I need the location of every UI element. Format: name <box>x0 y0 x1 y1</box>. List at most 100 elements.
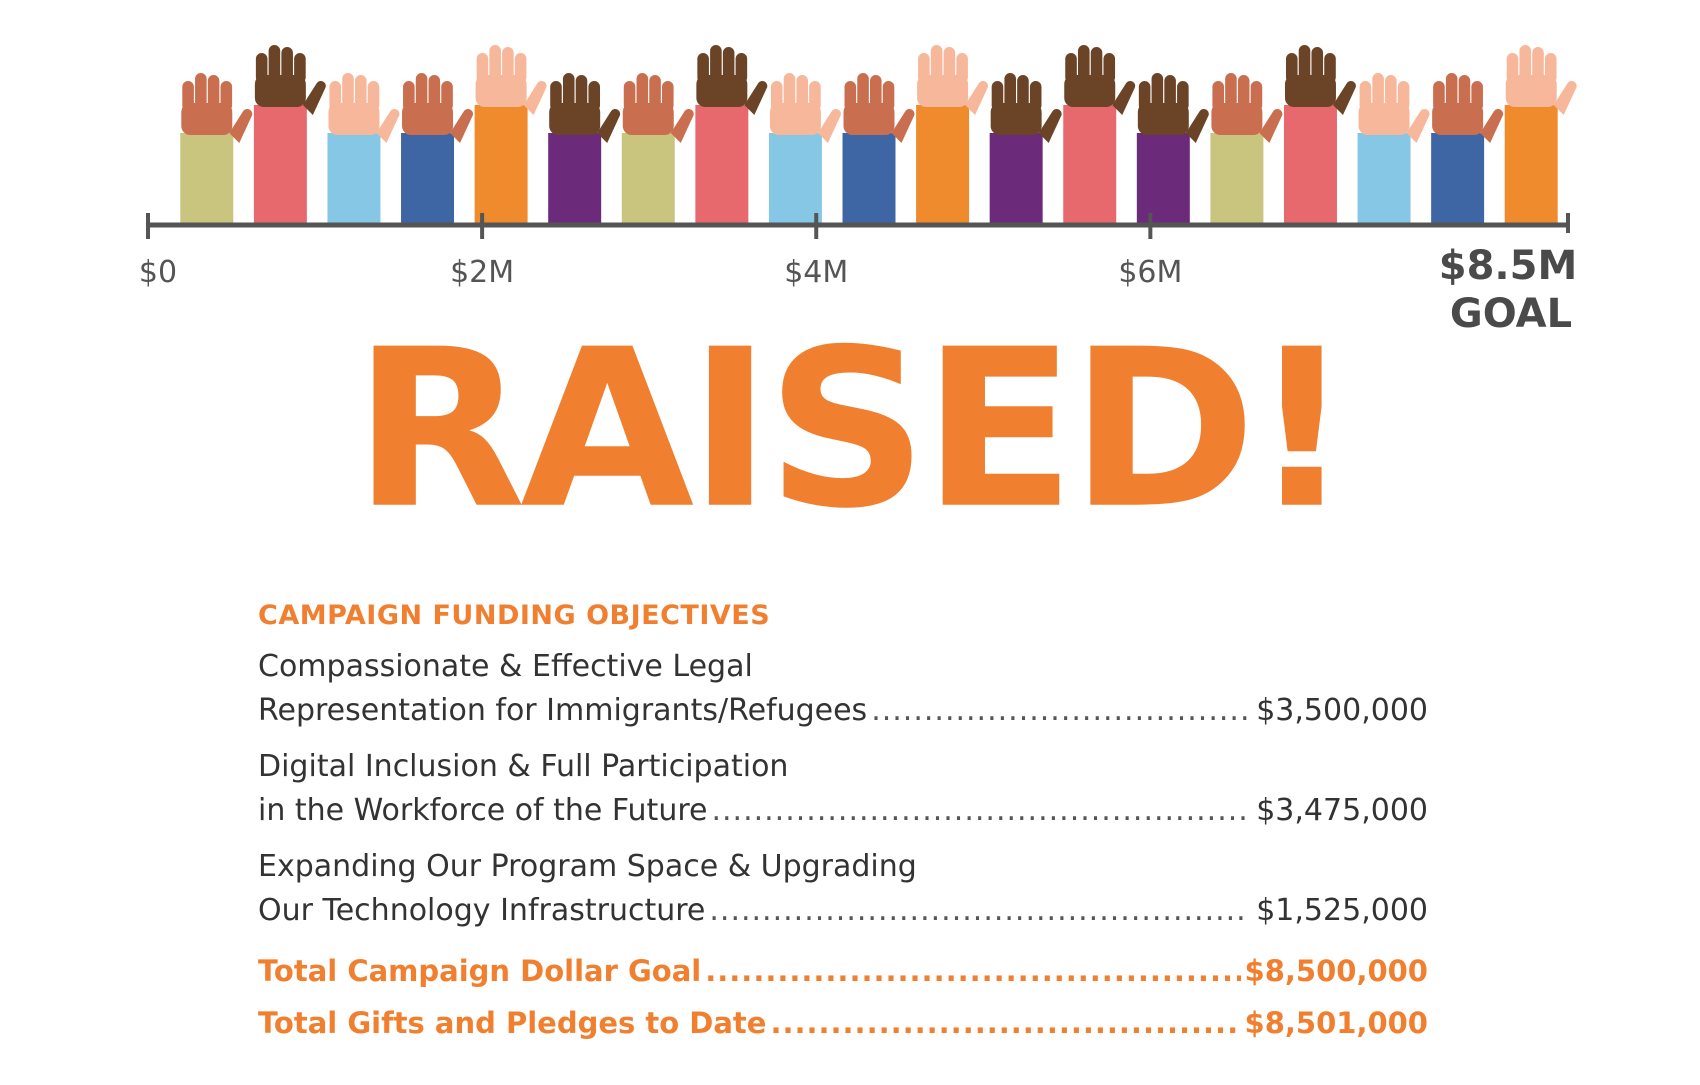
raised-hand-bar <box>916 45 989 223</box>
palm <box>769 103 821 135</box>
finger <box>1177 81 1189 111</box>
finger <box>1250 81 1263 111</box>
total-label: Total Campaign Dollar Goal <box>258 954 702 988</box>
finger <box>1433 81 1445 111</box>
palm <box>475 75 527 107</box>
finger <box>1311 47 1324 83</box>
palm <box>696 75 748 107</box>
thumb <box>891 109 915 143</box>
finger <box>220 81 233 111</box>
thumb <box>302 81 326 115</box>
objective-amount: $3,500,000 <box>1256 693 1428 728</box>
objective-row: Representation for Immigrants/Refugees $3… <box>258 689 1428 733</box>
sleeve <box>1431 133 1485 223</box>
finger <box>1397 81 1410 111</box>
palm <box>1432 103 1484 135</box>
sleeve <box>548 133 602 223</box>
finger <box>1225 73 1237 111</box>
sleeve <box>1136 133 1190 223</box>
objectives-heading: CAMPAIGN FUNDING OBJECTIVES <box>258 600 771 631</box>
palm <box>402 103 454 135</box>
finger <box>770 81 783 111</box>
raised-hand-bar <box>695 45 768 223</box>
finger <box>476 53 489 83</box>
objective-item: Digital Inclusion & Full Participation in… <box>258 745 1428 833</box>
thumb <box>523 81 547 115</box>
finger <box>857 73 869 111</box>
dot-leader <box>871 689 1248 733</box>
finger <box>710 45 722 83</box>
thumb <box>229 108 253 143</box>
goal-amount: $8.5M <box>1439 243 1578 289</box>
axis-ticks: $0 $2M $4M $6M <box>139 213 1570 290</box>
palm <box>328 103 380 135</box>
palm <box>917 75 969 107</box>
total-row: Total Gifts and Pledges to Date $8,501,00… <box>258 997 1428 1049</box>
thumb <box>1259 109 1283 143</box>
finger <box>415 73 428 111</box>
palm <box>1211 103 1263 135</box>
objective-title: Compassionate & Effective Legal <box>258 649 753 684</box>
raised-hand-bar <box>1136 73 1209 223</box>
sleeve <box>1357 133 1411 223</box>
finger <box>502 47 514 83</box>
finger <box>514 53 527 83</box>
finger <box>1004 73 1016 111</box>
sleeve <box>695 105 749 223</box>
finger <box>1090 47 1103 83</box>
objective-title: Digital Inclusion & Full Participation <box>258 749 789 784</box>
axis-tick-label: $0 <box>139 255 177 290</box>
raised-hand-bar <box>180 73 253 223</box>
finger <box>1359 81 1372 111</box>
funding-objectives: CAMPAIGN FUNDING OBJECTIVES Compassionat… <box>258 600 1428 1049</box>
palm <box>254 75 306 107</box>
finger <box>195 73 207 111</box>
finger <box>796 75 809 111</box>
sleeve <box>1063 105 1117 223</box>
finger <box>918 53 930 83</box>
finger <box>1237 75 1250 111</box>
finger <box>354 75 367 111</box>
raised-hand-bar <box>1063 45 1136 223</box>
finger <box>207 75 220 111</box>
raised-hand-bar <box>253 45 326 223</box>
total-amount: $8,501,000 <box>1244 1006 1428 1040</box>
sleeve <box>842 133 896 223</box>
finger <box>1372 73 1384 111</box>
dot-leader <box>770 997 1240 1049</box>
palm <box>1137 103 1189 135</box>
finger <box>943 47 956 83</box>
raised-hand-bar <box>1504 45 1577 223</box>
raised-hand-bar <box>1431 73 1504 223</box>
objective-subtitle: Representation for Immigrants/Refugees <box>258 693 868 728</box>
thumb <box>1332 80 1356 115</box>
finger <box>268 45 281 83</box>
finger <box>403 81 415 111</box>
raised-hand-bar <box>842 73 915 223</box>
palm <box>990 103 1042 135</box>
thumb <box>965 81 989 115</box>
finger <box>1532 47 1544 83</box>
raised-hand-bar <box>548 73 621 223</box>
raised-headline: RAISED! <box>352 302 1353 558</box>
finger <box>882 81 895 111</box>
objective-amount: $3,475,000 <box>1256 793 1428 828</box>
total-row: Total Campaign Dollar Goal $8,500,000 <box>258 945 1428 997</box>
finger <box>636 73 649 111</box>
finger <box>562 73 575 111</box>
palm <box>622 103 674 135</box>
finger <box>342 73 354 111</box>
raised-hand-bar <box>474 45 547 223</box>
palm <box>549 103 601 135</box>
finger <box>1385 75 1397 111</box>
sleeve <box>180 133 234 223</box>
thumb <box>1480 108 1504 143</box>
thumb <box>376 109 400 143</box>
raised-hand-bar <box>401 73 474 223</box>
raised-hand-bar <box>1357 73 1430 223</box>
total-label: Total Gifts and Pledges to Date <box>258 1006 767 1040</box>
finger <box>329 81 342 111</box>
thumb <box>817 109 841 143</box>
raised-hand-bar <box>621 73 694 223</box>
finger <box>844 81 857 111</box>
